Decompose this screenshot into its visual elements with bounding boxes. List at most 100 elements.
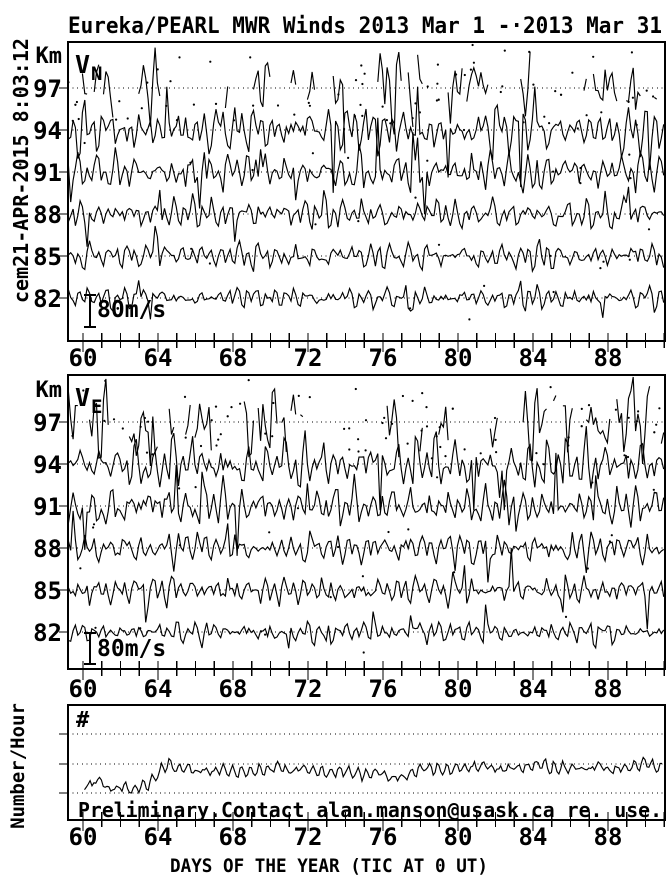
scatter-dot <box>635 123 638 126</box>
wind-trace-97 <box>300 414 304 418</box>
scatter-dot <box>631 96 635 99</box>
wind-trace-97 <box>447 68 463 124</box>
wind-dot <box>74 103 77 106</box>
wind-trace-97 <box>185 404 191 435</box>
wind-trace-97 <box>281 417 287 452</box>
wind-trace-88 <box>67 186 665 247</box>
scatter-dot <box>71 119 74 122</box>
wind-trace-97 <box>138 47 161 127</box>
scatter-dot <box>209 60 212 63</box>
scatter-dot <box>77 117 80 121</box>
day-tick-label: 72 <box>294 823 323 851</box>
scatter-dot <box>571 71 574 74</box>
count-axis-label: Number/Hour <box>7 703 29 829</box>
scatter-dot <box>381 105 384 108</box>
scatter-dot <box>296 507 300 510</box>
scatter-dot <box>183 395 187 398</box>
scatter-dot <box>420 429 423 432</box>
scatter-dot <box>121 427 124 430</box>
scatter-dot <box>192 103 195 106</box>
scatter-dot <box>503 49 506 52</box>
altitude-label: 94 <box>33 117 62 145</box>
day-tick-label: 64 <box>144 823 173 851</box>
scatter-dot <box>184 436 187 439</box>
scatter-dot <box>453 571 456 574</box>
scatter-dot <box>425 406 428 409</box>
scatter-dot <box>92 526 95 529</box>
scatter-dot <box>145 451 149 454</box>
panel-count-group: # Preliminary.Contact alan.manson@usask.… <box>7 703 666 851</box>
scatter-dot <box>169 80 172 83</box>
scatter-dot <box>411 117 414 120</box>
wind-trace-97 <box>243 401 255 458</box>
scatter-dot <box>532 83 535 86</box>
wind-trace-97 <box>653 96 658 100</box>
scatter-dot <box>628 153 631 156</box>
scatter-dot <box>264 432 267 435</box>
wind-dot <box>360 64 363 67</box>
scatter-dot <box>579 166 582 170</box>
preliminary-note: Preliminary.Contact alan.manson@usask.ca… <box>78 798 662 822</box>
scatter-dot <box>103 419 106 422</box>
panel-ve-group: Km 97 94 91 88 85 82 V E 80m/s 60 64 68 72 76 80 84… <box>33 374 666 703</box>
scatter-dot <box>439 445 442 449</box>
scatter-dot <box>354 387 357 391</box>
day-tick-label: 88 <box>594 344 623 372</box>
vn-var-sub-label: N <box>91 63 102 85</box>
scatter-dot <box>364 419 368 422</box>
scatter-dot <box>468 318 471 321</box>
scatter-dot <box>361 575 364 578</box>
scatter-dot <box>126 117 129 120</box>
wind-trace-97 <box>102 71 114 118</box>
wind-trace-97 <box>520 51 531 117</box>
scatter-dot <box>337 93 340 96</box>
scatter-dot <box>548 122 551 125</box>
scatter-dot <box>599 267 602 270</box>
altitude-label: 85 <box>33 243 62 271</box>
scatter-dot <box>552 170 555 173</box>
scatter-dot <box>543 115 546 118</box>
scatter-dot <box>635 420 639 423</box>
wind-dot <box>214 405 218 408</box>
scatter-dot <box>272 401 275 405</box>
scatter-dot <box>357 438 360 441</box>
scatter-dot <box>414 196 417 199</box>
scatter-dot <box>549 386 552 389</box>
wind-trace-97 <box>417 54 423 85</box>
wind-trace-97 <box>552 395 557 402</box>
scatter-dot <box>626 455 630 459</box>
wind-trace-97 <box>290 394 297 415</box>
wind-trace-97 <box>522 388 547 462</box>
day-tick-label: 72 <box>294 344 323 372</box>
wind-trace-91 <box>67 117 665 215</box>
scatter-dot <box>364 449 367 452</box>
scatter-dot <box>627 416 630 419</box>
scatter-dot <box>210 419 213 422</box>
wind-trace-97 <box>419 427 423 452</box>
scatter-dot <box>462 128 466 132</box>
scatter-dot <box>409 307 412 310</box>
count-hash-label: # <box>76 708 90 733</box>
scatter-dot <box>268 531 271 534</box>
wind-trace-91 <box>67 452 665 556</box>
scatter-dot <box>438 426 441 429</box>
wind-trace-97 <box>194 403 212 451</box>
scatter-dot <box>608 540 612 543</box>
scatter-dot <box>238 241 241 244</box>
scatter-dot <box>444 455 447 458</box>
scatter-dot <box>645 89 648 92</box>
scatter-dot <box>251 168 254 172</box>
scatter-dot <box>658 407 661 410</box>
wind-trace-97 <box>386 399 400 458</box>
wind-trace-97 <box>306 71 316 100</box>
day-tick-label: 84 <box>519 344 548 372</box>
scatter-dot <box>343 127 346 131</box>
scatter-dot <box>602 260 605 263</box>
scatter-dot <box>483 284 486 287</box>
wind-trace-97 <box>466 65 489 102</box>
wind-dot <box>653 431 656 434</box>
scatter-dot <box>348 448 351 451</box>
scatter-dot <box>337 545 340 549</box>
day-tick-label: 60 <box>69 675 98 703</box>
